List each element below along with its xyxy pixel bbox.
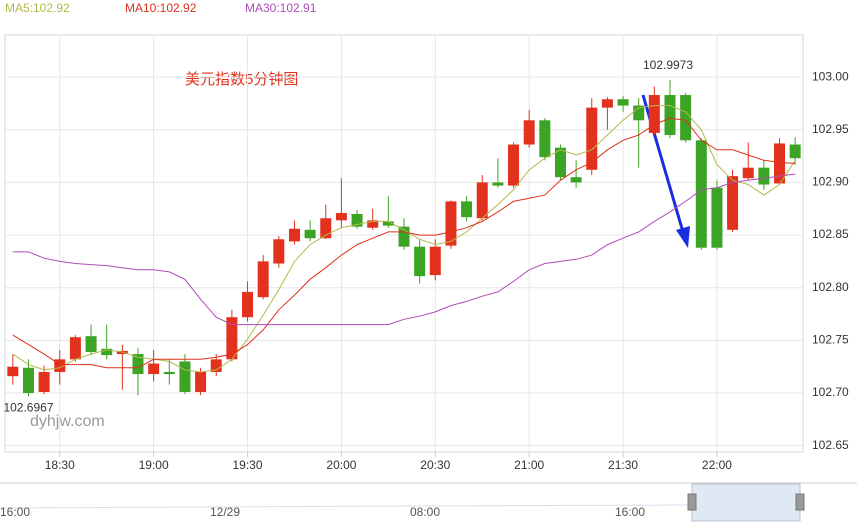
x-tick-label: 19:00 — [139, 458, 169, 472]
candles — [7, 79, 801, 397]
candle-body — [633, 105, 645, 121]
legend-entry: MA5:102.92 — [5, 1, 70, 15]
candle-body — [476, 182, 488, 219]
legend-entry: MA30:102.91 — [245, 1, 317, 15]
candle-body — [179, 361, 191, 392]
y-tick-label: 102.80 — [812, 280, 849, 294]
candle-body — [242, 291, 254, 318]
candle-body — [789, 144, 801, 159]
navigator-label: 16:00 — [0, 505, 30, 519]
ma-line — [12, 105, 796, 373]
candle-body — [38, 371, 50, 392]
y-tick-label: 102.70 — [812, 385, 849, 399]
chart-title: 美元指数5分钟图 — [185, 71, 298, 88]
candle-body — [210, 359, 222, 372]
candle-body — [508, 144, 520, 186]
candle-body — [85, 336, 97, 352]
candle-body — [711, 187, 723, 248]
candle-body — [445, 201, 457, 246]
candle-body — [727, 176, 739, 230]
candle-body — [226, 317, 238, 360]
high-annotation: 102.9973 — [643, 58, 693, 72]
navigator-handle[interactable] — [795, 493, 805, 511]
x-tick-label: 21:00 — [514, 458, 544, 472]
candle-body — [382, 221, 394, 226]
candle-body — [54, 359, 66, 372]
candle-body — [304, 229, 316, 239]
navigator-selection[interactable] — [691, 483, 801, 522]
navigator-handle[interactable] — [687, 493, 697, 511]
legend-entry: MA10:102.92 — [125, 1, 197, 15]
candle-body — [257, 261, 269, 298]
candle-body — [539, 120, 551, 158]
y-tick-label: 103.00 — [812, 69, 849, 83]
candle-body — [7, 366, 19, 377]
navigator-outline — [0, 504, 801, 509]
y-tick-label: 102.65 — [812, 438, 849, 452]
candle-body — [617, 99, 629, 106]
candle-body — [101, 348, 113, 356]
candle-body — [774, 143, 786, 184]
candle-body — [69, 337, 81, 360]
x-tick-label: 20:30 — [420, 458, 450, 472]
x-tick-label: 18:30 — [45, 458, 75, 472]
candle-body — [570, 177, 582, 183]
trend-arrow-head — [676, 226, 690, 248]
candle-body — [288, 228, 300, 242]
navigator-label: 16:00 — [615, 505, 645, 519]
candle-body — [758, 167, 770, 185]
candle-body — [148, 363, 160, 375]
candle-body — [163, 371, 175, 375]
candle-body — [664, 95, 676, 136]
candle-body — [132, 354, 144, 375]
candle-body — [195, 371, 207, 392]
candle-body — [367, 220, 379, 228]
y-tick-label: 102.85 — [812, 227, 849, 241]
x-tick-label: 20:00 — [326, 458, 356, 472]
candle-body — [554, 147, 566, 178]
candle-body — [680, 95, 692, 141]
ma-lines — [12, 105, 796, 373]
candle-body — [22, 367, 34, 394]
navigator-label: 08:00 — [410, 505, 440, 519]
candle-body — [461, 201, 473, 218]
candle-body — [320, 218, 332, 239]
candle-body — [429, 246, 441, 276]
watermark: dyhjw.com — [30, 413, 105, 430]
candle-body — [586, 107, 598, 170]
x-tick-label: 22:00 — [702, 458, 732, 472]
low-annotation: 102.6967 — [3, 401, 53, 415]
candle-body — [695, 140, 707, 248]
candle-body — [742, 167, 754, 179]
navigator-label: 12/29 — [210, 505, 240, 519]
candle-body — [492, 182, 504, 186]
navigator — [0, 482, 857, 522]
candle-body — [335, 212, 347, 221]
candle-body — [601, 99, 613, 108]
candle-body — [523, 120, 535, 145]
candle-body — [398, 226, 410, 247]
ma-line — [12, 117, 796, 369]
y-tick-label: 102.95 — [812, 122, 849, 136]
x-tick-label: 21:30 — [608, 458, 638, 472]
candle-body — [273, 239, 285, 264]
ma-line — [12, 173, 796, 326]
candle-body — [648, 95, 660, 133]
candle-body — [414, 246, 426, 277]
candle-body — [351, 214, 363, 227]
y-tick-label: 102.90 — [812, 175, 849, 189]
x-tick-label: 19:30 — [233, 458, 263, 472]
y-tick-label: 102.75 — [812, 333, 849, 347]
